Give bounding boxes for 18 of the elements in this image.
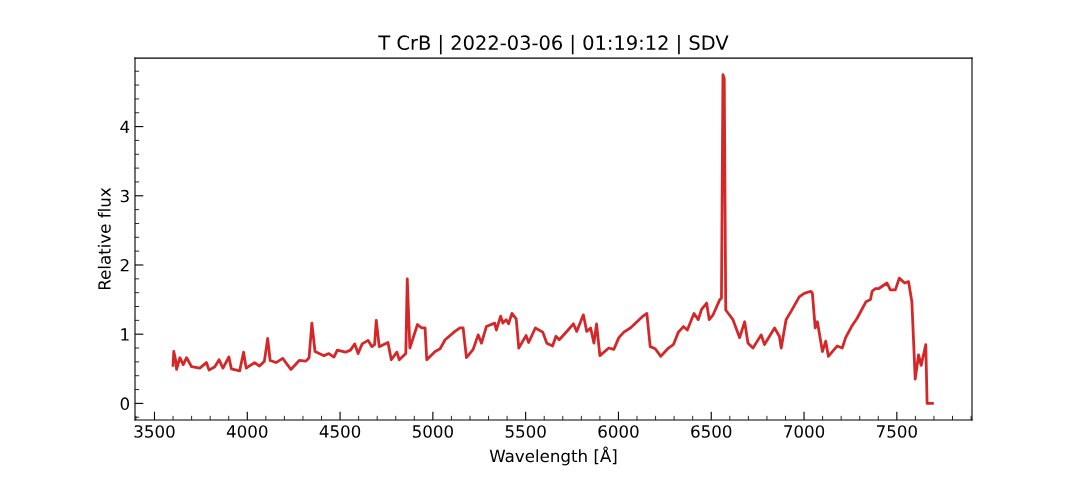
- y-tick-label: 1: [121, 328, 129, 341]
- y-tick-label: 3: [120, 189, 129, 203]
- x-axis-title: Wavelength [Å]: [489, 446, 617, 466]
- x-tick-label: 3500: [134, 425, 175, 438]
- chart-title: T CrB | 2022-03-06 | 01:19:12 | SDV: [378, 34, 729, 55]
- x-tick-label: 7500: [877, 425, 917, 438]
- y-axis-title: Relative flux: [97, 187, 111, 290]
- y-tick-label: 0: [120, 397, 130, 410]
- x-tick-label: 6000: [598, 425, 639, 438]
- line-series: [171, 73, 934, 405]
- x-tick-label: 6500: [691, 425, 732, 438]
- y-tick-label: 2: [120, 258, 129, 272]
- x-tick-label: 5500: [505, 425, 546, 438]
- x-tick-label: 7000: [784, 425, 825, 438]
- y-tick-label: 4: [120, 120, 130, 133]
- x-tick-label: 4000: [226, 425, 268, 438]
- x-tick-label: 4500: [319, 425, 361, 438]
- x-tick-label: 5000: [412, 425, 453, 438]
